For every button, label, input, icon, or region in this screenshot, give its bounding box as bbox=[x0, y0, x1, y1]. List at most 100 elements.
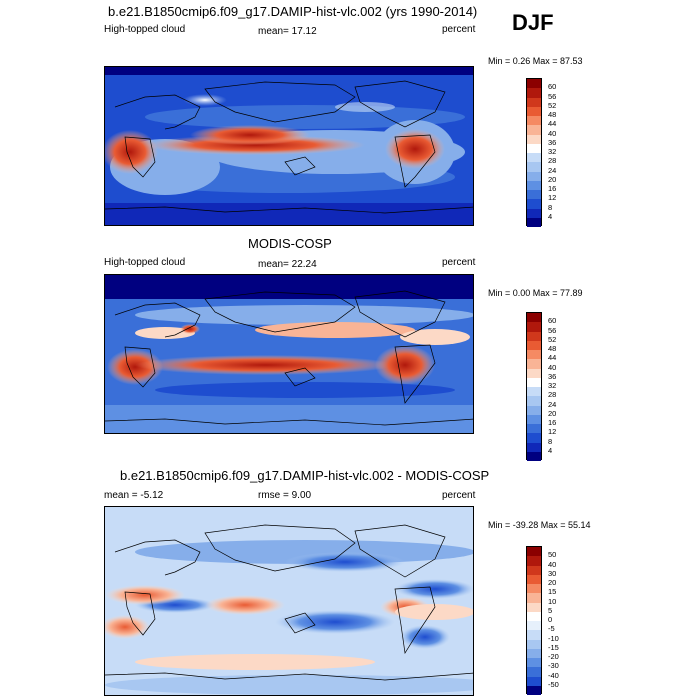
colorbar-swatch bbox=[527, 208, 541, 218]
panel2-map bbox=[104, 274, 474, 434]
colorbar-swatch bbox=[527, 88, 541, 98]
panel3-left-label: mean = -5.12 bbox=[104, 490, 164, 501]
colorbar-tick-label: 44 bbox=[548, 119, 557, 129]
colorbar-tick-label: 16 bbox=[548, 184, 557, 193]
panel2-center-label: mean= 22.24 bbox=[258, 259, 317, 270]
colorbar-tick-label: 40 bbox=[548, 128, 557, 138]
colorbar-tick-label: 24 bbox=[548, 399, 557, 409]
season-label: DJF bbox=[512, 10, 554, 35]
colorbar-tick-label: -30 bbox=[548, 661, 559, 671]
colorbar-tick-label: 32 bbox=[548, 381, 557, 390]
colorbar-tick-label: 40 bbox=[548, 362, 557, 372]
colorbar-swatch bbox=[527, 396, 541, 406]
colorbar-swatch bbox=[527, 143, 541, 153]
panel1-title: b.e21.B1850cmip6.f09_g17.DAMIP-hist-vlc.… bbox=[108, 4, 478, 19]
colorbar-tick-label: 36 bbox=[548, 137, 557, 147]
colorbar-swatch bbox=[527, 331, 541, 341]
colorbar-tick-label: -50 bbox=[548, 679, 559, 689]
panel1-map bbox=[104, 66, 474, 226]
panel3-title: b.e21.B1850cmip6.f09_g17.DAMIP-hist-vlc.… bbox=[120, 468, 490, 483]
colorbar-tick-label: 20 bbox=[548, 408, 557, 418]
colorbar-swatch bbox=[527, 451, 541, 461]
colorbar-swatch bbox=[527, 153, 541, 163]
colorbar-tick-label: 48 bbox=[548, 110, 557, 119]
colorbar-swatch bbox=[527, 116, 541, 126]
colorbar-swatch bbox=[527, 340, 541, 350]
colorbar-swatch bbox=[527, 97, 541, 107]
colorbar-swatch bbox=[527, 676, 541, 686]
colorbar-tick-label: 20 bbox=[548, 174, 557, 184]
colorbar-swatch bbox=[527, 584, 541, 594]
panel1-left-label: High-topped cloud bbox=[104, 24, 186, 35]
panel1-colorbar bbox=[526, 78, 542, 227]
colorbar-swatch bbox=[527, 565, 541, 575]
colorbar-swatch bbox=[527, 602, 541, 612]
colorbar-swatch bbox=[527, 106, 541, 116]
colorbar-swatch bbox=[527, 639, 541, 649]
colorbar-swatch bbox=[527, 556, 541, 566]
panel2-minmax: Min = 0.00 Max = 77.89 bbox=[488, 288, 583, 298]
colorbar-tick-label: 5 bbox=[548, 605, 553, 615]
colorbar-swatch bbox=[527, 368, 541, 378]
panel3-right-label: percent bbox=[442, 490, 476, 501]
colorbar-swatch bbox=[527, 313, 541, 323]
colorbar-tick-label: 10 bbox=[548, 596, 557, 606]
colorbar-tick-label: 12 bbox=[548, 427, 557, 437]
colorbar-tick-label: 16 bbox=[548, 418, 557, 427]
colorbar-tick-label: -10 bbox=[548, 633, 559, 643]
colorbar-swatch bbox=[527, 621, 541, 631]
colorbar-swatch bbox=[527, 630, 541, 640]
colorbar-swatch bbox=[527, 667, 541, 677]
colorbar-swatch bbox=[527, 442, 541, 452]
colorbar-tick-label: 52 bbox=[548, 100, 557, 110]
colorbar-swatch bbox=[527, 433, 541, 443]
colorbar-tick-label: -40 bbox=[548, 670, 559, 680]
colorbar-tick-label: 12 bbox=[548, 193, 557, 203]
colorbar-tick-label: 0 bbox=[548, 615, 553, 624]
panel2-colorbar bbox=[526, 312, 542, 461]
colorbar-tick-label: 60 bbox=[548, 82, 557, 92]
colorbar-swatch bbox=[527, 593, 541, 603]
colorbar-tick-label: 56 bbox=[548, 91, 557, 101]
panel3-center-label: rmse = 9.00 bbox=[258, 490, 312, 501]
colorbar-swatch bbox=[527, 574, 541, 584]
panel2-title: MODIS-COSP bbox=[248, 236, 332, 251]
colorbar-swatch bbox=[527, 387, 541, 397]
colorbar-tick-label: 8 bbox=[548, 436, 553, 446]
colorbar-swatch bbox=[527, 322, 541, 332]
colorbar-tick-label: 32 bbox=[548, 147, 557, 156]
colorbar-swatch bbox=[527, 648, 541, 658]
colorbar-swatch bbox=[527, 180, 541, 190]
colorbar-tick-label: 30 bbox=[548, 568, 557, 578]
colorbar-tick-label: 52 bbox=[548, 334, 557, 344]
colorbar-tick-label: 24 bbox=[548, 165, 557, 175]
colorbar-swatch bbox=[527, 199, 541, 209]
colorbar-tick-label: -20 bbox=[548, 652, 559, 661]
colorbar-tick-label: 50 bbox=[548, 550, 557, 560]
colorbar-swatch bbox=[527, 414, 541, 424]
colorbar-swatch bbox=[527, 171, 541, 181]
colorbar-swatch bbox=[527, 377, 541, 387]
colorbar-tick-label: 20 bbox=[548, 578, 557, 587]
colorbar-tick-label: 8 bbox=[548, 202, 553, 212]
colorbar-tick-label: 36 bbox=[548, 371, 557, 381]
panel2-right-label: percent bbox=[442, 257, 476, 268]
panel3-minmax: Min = -39.28 Max = 55.14 bbox=[488, 520, 591, 530]
colorbar-swatch bbox=[527, 125, 541, 135]
panel2-left-label: High-topped cloud bbox=[104, 257, 186, 268]
colorbar-tick-label: 28 bbox=[548, 156, 557, 166]
colorbar-tick-label: 48 bbox=[548, 344, 557, 353]
colorbar-swatch bbox=[527, 611, 541, 621]
colorbar-swatch bbox=[527, 350, 541, 360]
colorbar-swatch bbox=[527, 162, 541, 172]
colorbar-tick-label: 44 bbox=[548, 353, 557, 363]
colorbar-swatch bbox=[527, 359, 541, 369]
panel1-center-label: mean= 17.12 bbox=[258, 26, 317, 37]
colorbar-tick-label: -5 bbox=[548, 624, 555, 634]
colorbar-tick-label: 60 bbox=[548, 316, 557, 326]
colorbar-swatch bbox=[527, 658, 541, 668]
panel1-minmax: Min = 0.26 Max = 87.53 bbox=[488, 56, 583, 66]
colorbar-swatch bbox=[527, 79, 541, 89]
colorbar-swatch bbox=[527, 685, 541, 695]
panel1-right-label: percent bbox=[442, 24, 476, 35]
